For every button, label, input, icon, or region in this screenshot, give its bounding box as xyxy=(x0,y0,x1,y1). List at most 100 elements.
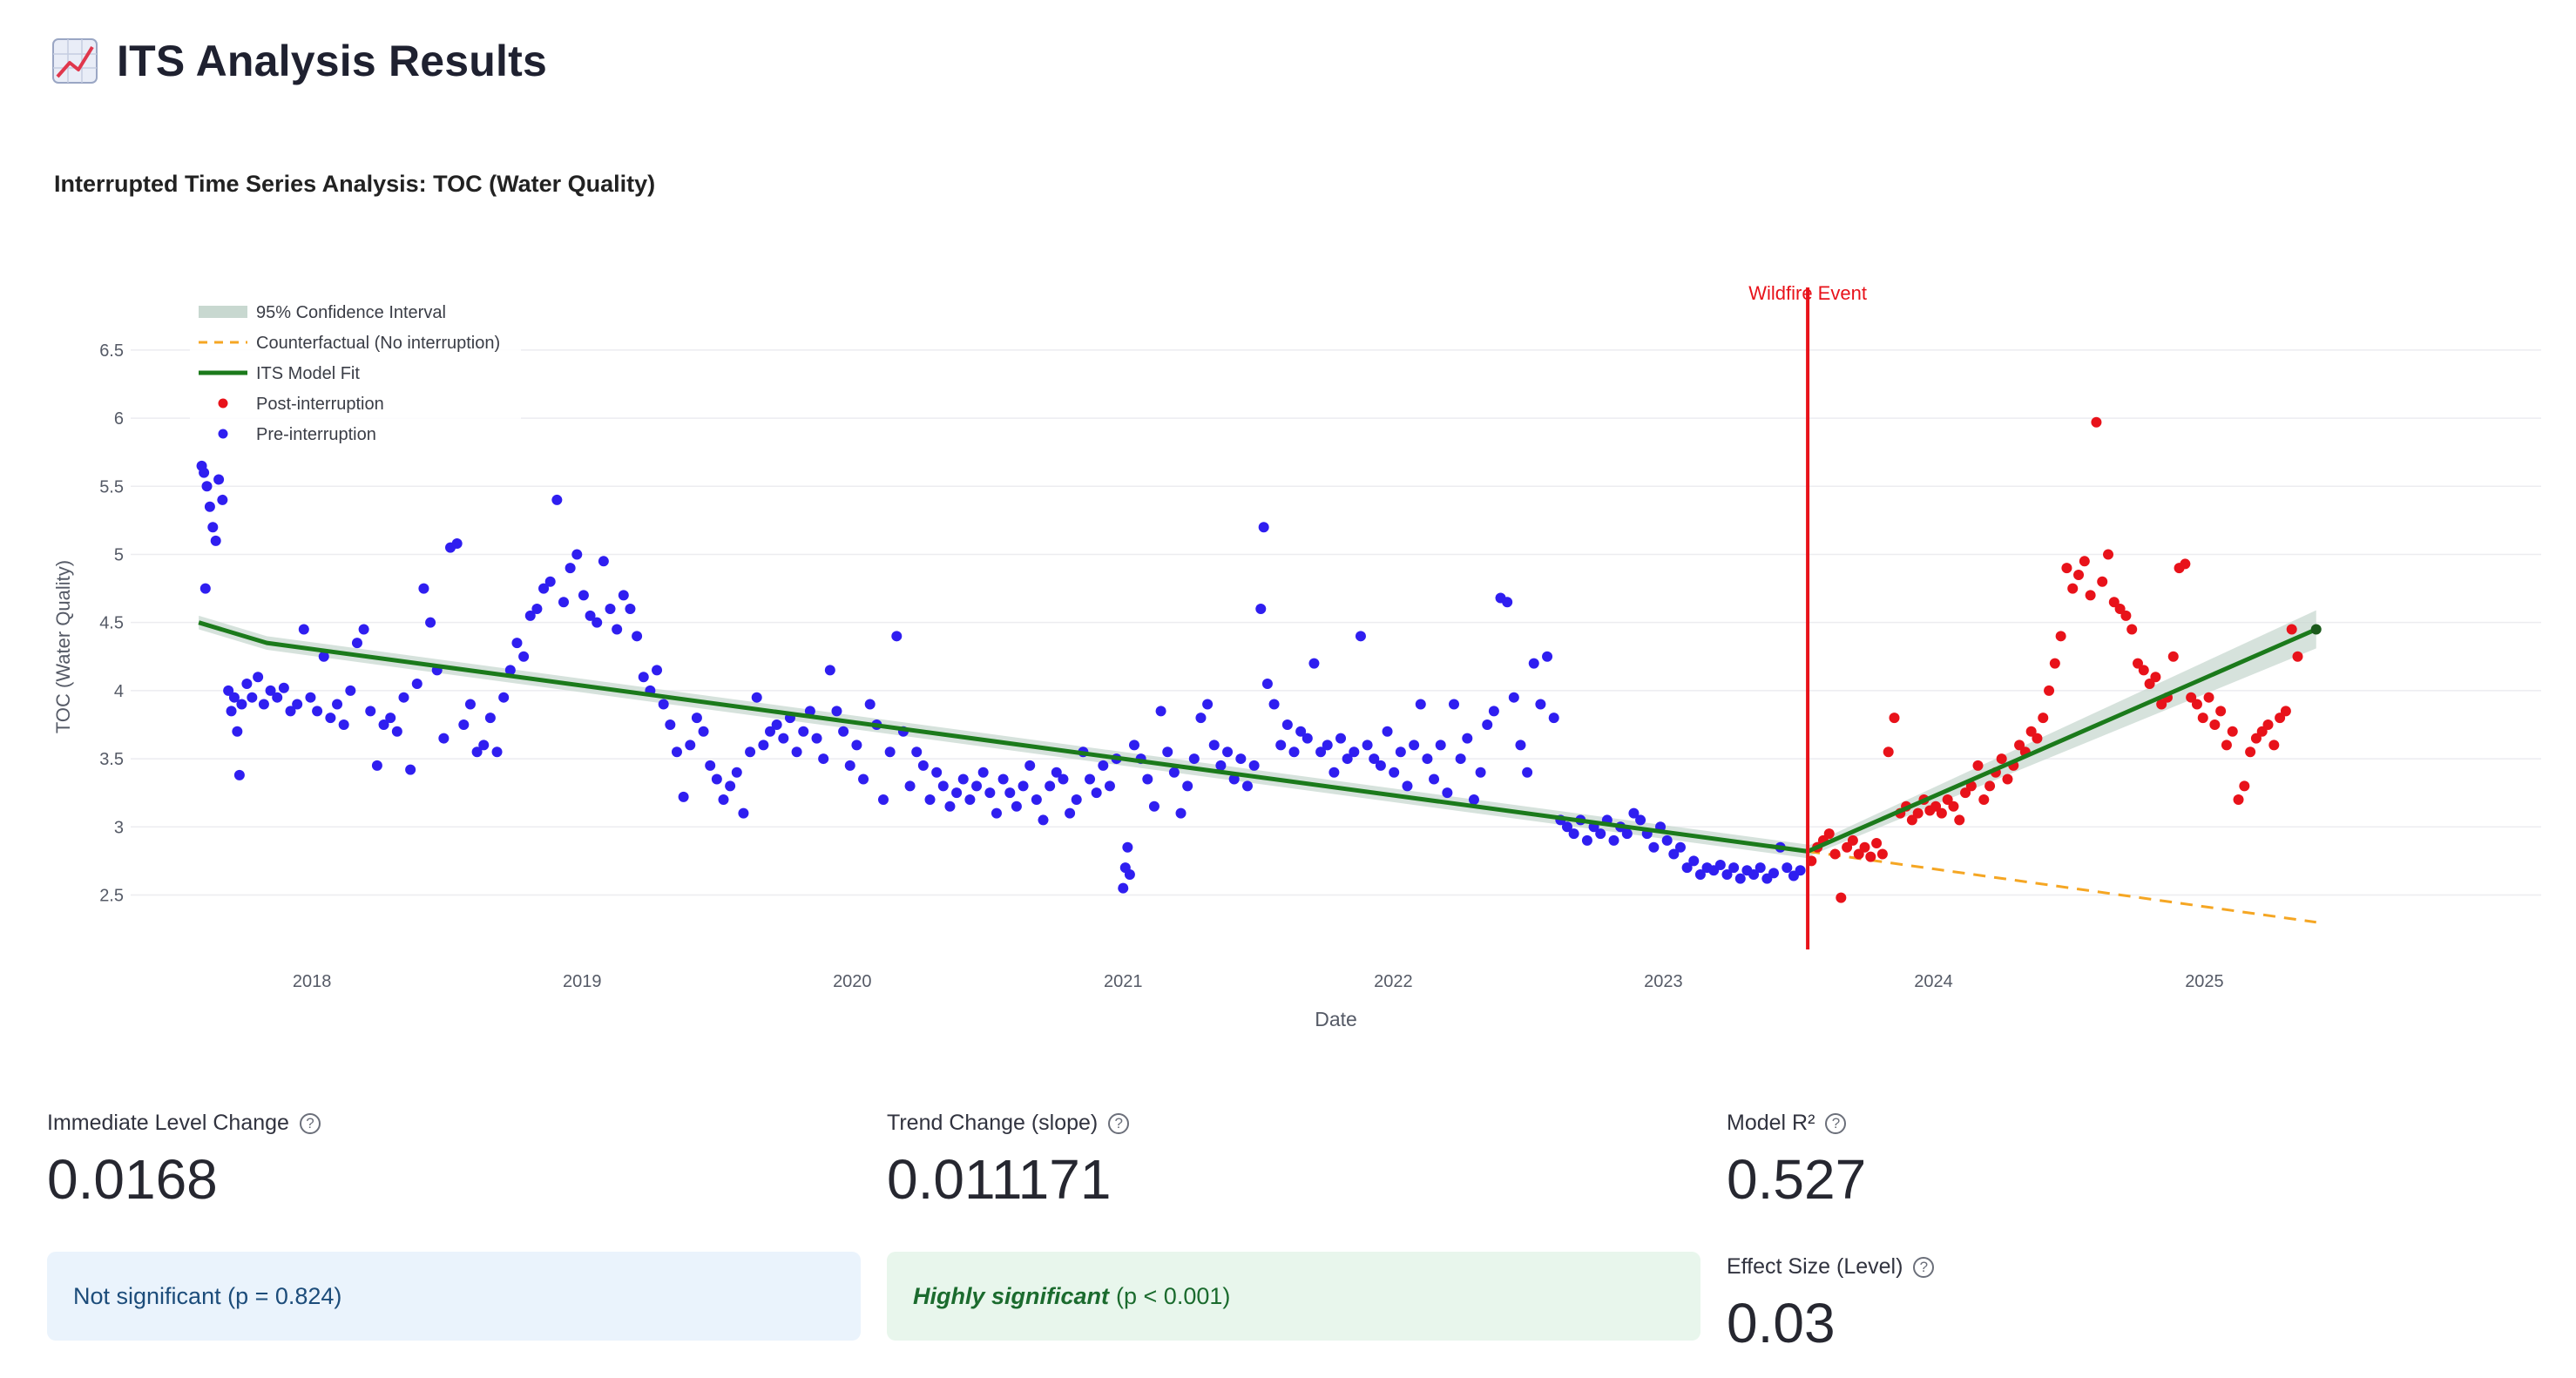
data-point xyxy=(931,767,943,778)
data-point xyxy=(745,746,756,758)
level-significance-alert: Not significant (p = 0.824) xyxy=(47,1252,861,1341)
data-point xyxy=(1342,753,1353,765)
data-point xyxy=(1996,753,2007,765)
data-point xyxy=(1188,753,1200,765)
data-point xyxy=(405,764,416,775)
data-point xyxy=(338,719,349,730)
data-point xyxy=(1182,780,1193,792)
data-point xyxy=(1948,800,1959,812)
data-point xyxy=(1836,892,1847,903)
data-point xyxy=(658,699,669,710)
data-point xyxy=(2215,706,2227,717)
data-point xyxy=(2002,773,2013,785)
data-point xyxy=(378,719,389,730)
chart-title: Interrupted Time Series Analysis: TOC (W… xyxy=(54,171,656,197)
data-point xyxy=(605,604,616,615)
data-point xyxy=(236,699,247,710)
data-point xyxy=(1876,848,1888,860)
data-point xyxy=(478,740,490,751)
data-point xyxy=(1248,760,1260,771)
data-point xyxy=(544,576,556,587)
data-point xyxy=(1522,767,1533,778)
data-point xyxy=(2233,794,2244,805)
data-point xyxy=(371,760,382,771)
data-point xyxy=(551,494,563,505)
event-label: Wildfire Event xyxy=(1748,282,1867,304)
data-point xyxy=(1728,862,1740,874)
data-point xyxy=(2275,713,2286,724)
y-tick-label: 6 xyxy=(114,409,124,429)
data-point xyxy=(210,535,221,546)
data-point xyxy=(1128,740,1139,751)
data-point xyxy=(818,753,829,765)
data-point xyxy=(558,597,569,608)
data-point xyxy=(484,713,496,724)
trend-significance-alert: Highly significant (p < 0.001) xyxy=(887,1252,1700,1341)
data-point xyxy=(2191,699,2202,710)
data-point xyxy=(213,474,225,485)
data-point xyxy=(598,556,609,567)
data-point xyxy=(1195,713,1207,724)
metric-value: 0.0168 xyxy=(47,1148,218,1211)
data-point xyxy=(1942,794,1953,805)
data-point xyxy=(1402,780,1413,792)
data-point xyxy=(1581,834,1592,846)
data-point xyxy=(1621,828,1633,840)
data-point xyxy=(798,726,809,737)
data-point xyxy=(725,780,736,792)
data-point xyxy=(1104,780,1115,792)
data-point xyxy=(2038,713,2049,724)
data-point xyxy=(1375,760,1386,771)
chart-increasing-icon xyxy=(52,38,98,84)
data-point xyxy=(1628,807,1640,819)
data-point xyxy=(2144,679,2155,690)
data-point xyxy=(1202,699,1214,710)
data-point xyxy=(253,672,264,683)
data-point xyxy=(2239,780,2250,792)
data-point xyxy=(332,699,343,710)
data-point xyxy=(1395,746,1406,758)
data-point xyxy=(1258,522,1269,533)
data-point xyxy=(1847,834,1858,846)
data-point xyxy=(1859,841,1870,853)
data-point xyxy=(1768,868,1780,879)
its-chart[interactable]: 2.5 3 3.5 4 4.5 5 5.5 6 6.5 2018 2019 2020 2021 2022 2… xyxy=(0,148,2576,1045)
data-point xyxy=(1668,848,1680,860)
data-point xyxy=(2014,740,2025,751)
help-icon[interactable]: ? xyxy=(299,1112,321,1134)
help-icon[interactable]: ? xyxy=(1825,1112,1847,1134)
x-tick-label: 2021 xyxy=(1104,972,1143,991)
data-point xyxy=(652,665,663,676)
data-point xyxy=(1694,868,1706,880)
data-point xyxy=(2221,740,2232,751)
data-point xyxy=(498,692,510,703)
data-point xyxy=(758,740,769,751)
data-point xyxy=(258,699,269,710)
data-point xyxy=(838,726,849,737)
data-point xyxy=(891,631,903,642)
help-icon[interactable]: ? xyxy=(1913,1256,1935,1278)
legend-swatch xyxy=(199,306,247,318)
data-point xyxy=(1155,706,1166,717)
y-tick-label: 5.5 xyxy=(99,477,124,496)
chart-canvas[interactable]: 2.5 3 3.5 4 4.5 5 5.5 6 6.5 2018 2019 2020 2021 2022 2… xyxy=(0,148,2576,1045)
help-icon[interactable]: ? xyxy=(1108,1112,1130,1134)
data-point xyxy=(864,699,876,710)
data-point xyxy=(1011,800,1022,812)
data-point xyxy=(2049,658,2060,669)
data-point xyxy=(1148,800,1160,812)
data-point xyxy=(2061,563,2072,574)
data-point xyxy=(438,733,450,744)
data-point xyxy=(2120,610,2132,621)
data-point xyxy=(318,651,329,662)
data-point xyxy=(1409,740,1420,751)
data-point xyxy=(265,685,276,696)
data-point xyxy=(565,563,576,574)
data-point xyxy=(1871,838,1883,849)
data-point xyxy=(1118,882,1129,894)
data-point xyxy=(1215,760,1227,771)
data-point xyxy=(1175,807,1187,819)
data-point xyxy=(2262,719,2274,730)
data-point xyxy=(1168,767,1180,778)
data-point xyxy=(1954,814,1965,826)
